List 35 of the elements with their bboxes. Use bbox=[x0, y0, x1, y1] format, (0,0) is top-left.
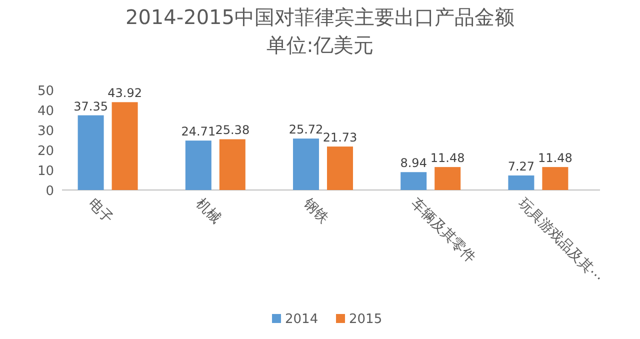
bar bbox=[542, 167, 568, 190]
legend-label: 2014 bbox=[285, 312, 318, 327]
bar bbox=[112, 102, 138, 190]
bar bbox=[327, 146, 353, 190]
data-label: 24.71 bbox=[181, 124, 216, 139]
data-label: 21.73 bbox=[322, 130, 358, 145]
data-label: 25.72 bbox=[288, 122, 324, 137]
y-tick-label: 20 bbox=[37, 144, 54, 159]
bar bbox=[400, 172, 427, 190]
y-tick-label: 50 bbox=[37, 84, 54, 99]
data-label: 8.94 bbox=[400, 156, 427, 170]
y-tick-label: 30 bbox=[37, 124, 54, 139]
bar bbox=[185, 140, 212, 190]
chart-subtitle: 单位:亿美元 bbox=[266, 33, 374, 57]
x-tick-label: 车辆及其零件 bbox=[408, 196, 478, 266]
x-tick-label: 钢铁 bbox=[299, 194, 332, 227]
y-tick-label: 0 bbox=[46, 184, 54, 199]
data-label: 7.27 bbox=[508, 159, 535, 174]
bar bbox=[434, 167, 461, 190]
bar bbox=[78, 115, 104, 190]
chart-title: 2014-2015中国对菲律宾主要出口产品金额 bbox=[125, 5, 515, 29]
y-tick-label: 40 bbox=[37, 104, 54, 119]
bar bbox=[219, 139, 246, 190]
x-tick-label: 电子 bbox=[84, 196, 116, 227]
x-tick-label: 机械 bbox=[192, 196, 224, 227]
legend-label: 2015 bbox=[349, 312, 382, 327]
data-label: 37.35 bbox=[74, 99, 108, 114]
x-tick-label: 玩具游戏品及其⋯ bbox=[515, 196, 606, 286]
data-label: 25.38 bbox=[215, 123, 250, 138]
data-label: 43.92 bbox=[108, 86, 142, 100]
y-tick-label: 10 bbox=[37, 164, 54, 179]
data-label: 11.48 bbox=[430, 151, 465, 166]
bar bbox=[293, 138, 319, 190]
data-label: 11.48 bbox=[538, 151, 572, 166]
bar bbox=[508, 175, 534, 190]
